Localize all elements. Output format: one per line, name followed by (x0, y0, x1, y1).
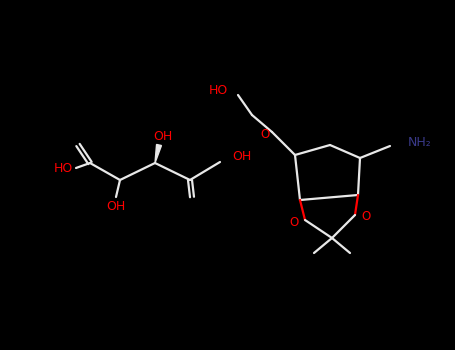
Text: OH: OH (106, 199, 126, 212)
Text: O: O (361, 210, 370, 224)
Text: O: O (290, 216, 299, 229)
Text: NH₂: NH₂ (408, 135, 432, 148)
Polygon shape (155, 145, 162, 163)
Text: HO: HO (209, 84, 228, 97)
Text: OH: OH (153, 131, 172, 144)
Text: HO: HO (53, 161, 73, 175)
Text: O: O (261, 127, 270, 140)
Text: OH: OH (232, 150, 251, 163)
